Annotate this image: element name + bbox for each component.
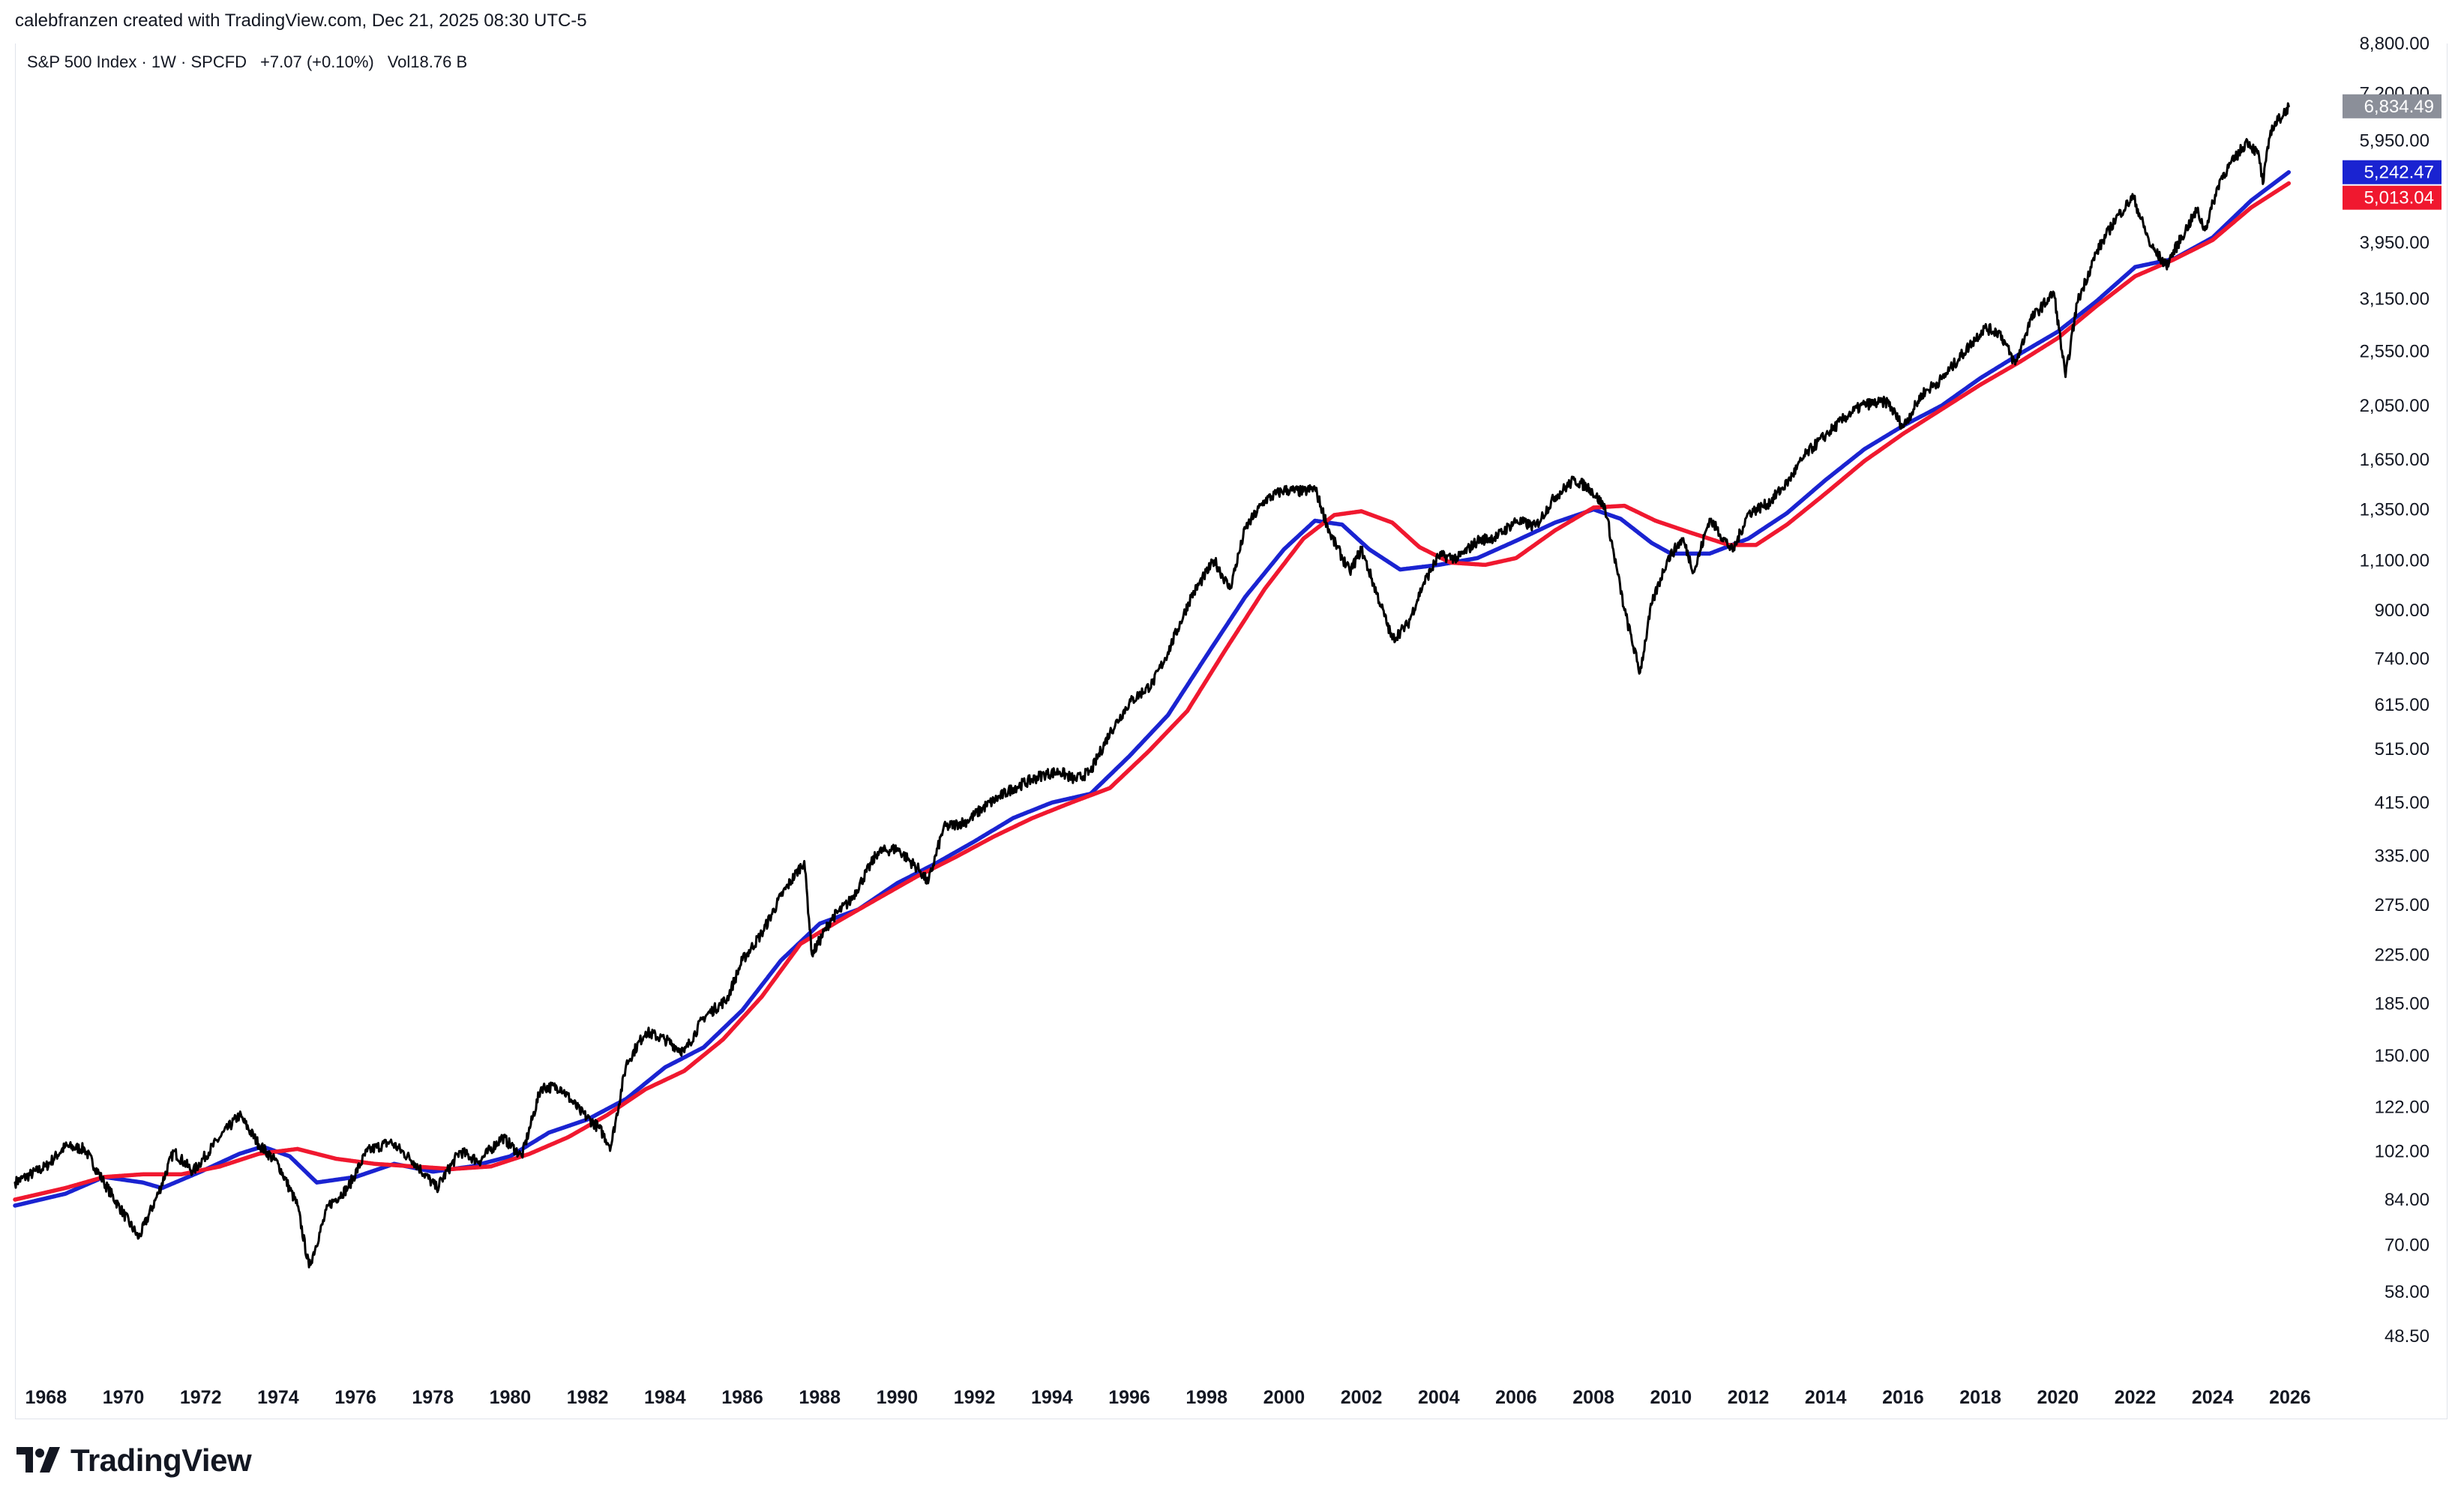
x-axis-tick-label: 1994: [1031, 1387, 1073, 1408]
x-axis-tick-label: 2022: [2115, 1387, 2157, 1408]
x-axis-tick-label: 1990: [877, 1387, 919, 1408]
tradingview-logo-text: TradingView: [70, 1443, 252, 1478]
y-axis-tick-label: 1,350.00: [2360, 499, 2430, 520]
x-axis-tick-label: 2012: [1728, 1387, 1770, 1408]
y-axis-tick-label: 1,650.00: [2360, 450, 2430, 470]
price-badge-background: [2343, 185, 2442, 210]
legend-change: +7.07 (+0.10%): [260, 52, 374, 71]
x-axis-tick-label: 2008: [1572, 1387, 1614, 1408]
y-axis-tick-label: 615.00: [2375, 695, 2430, 715]
chart-legend[interactable]: S&P 500 Index · 1W · SPCFD +7.07 (+0.10%…: [27, 52, 467, 72]
y-axis-tick-label: 70.00: [2385, 1236, 2430, 1256]
y-axis-tick-label: 84.00: [2385, 1190, 2430, 1210]
y-axis-tick-label: 48.50: [2385, 1326, 2430, 1347]
x-axis-tick-label: 1978: [412, 1387, 454, 1408]
x-axis-tick-label: 2016: [1882, 1387, 1924, 1408]
x-axis-tick-label: 2002: [1341, 1387, 1383, 1408]
x-axis-tick-label: 1988: [799, 1387, 841, 1408]
price-series-line[interactable]: [13, 102, 2290, 1269]
y-axis-tick-label: 150.00: [2375, 1046, 2430, 1066]
y-axis-tick-label: 275.00: [2375, 895, 2430, 915]
moving-average-red-line[interactable]: [13, 181, 2292, 1202]
tradingview-logo[interactable]: TradingView: [16, 1443, 252, 1479]
x-axis-tick-label: 2000: [1263, 1387, 1305, 1408]
y-axis-tick-label: 225.00: [2375, 945, 2430, 965]
legend-symbol[interactable]: S&P 500 Index · 1W · SPCFD: [27, 52, 247, 71]
x-axis-tick-label: 1998: [1186, 1387, 1228, 1408]
chart-frame: [15, 43, 2448, 1419]
y-axis-tick-label: 8,800.00: [2360, 34, 2430, 54]
x-axis-tick-label: 1984: [644, 1387, 686, 1408]
y-axis-tick-label: 415.00: [2375, 793, 2430, 813]
x-axis-tick-label: 1976: [334, 1387, 376, 1408]
x-axis-tick-label: 1968: [25, 1387, 67, 1408]
price-badge-background: [2343, 94, 2442, 118]
price-badge: 5,013.04: [2343, 185, 2442, 210]
x-axis-tick-label: 1986: [721, 1387, 763, 1408]
y-axis-tick-label: 740.00: [2375, 649, 2430, 670]
price-badge-label: 5,242.47: [2364, 163, 2434, 183]
x-axis-tick-label: 2006: [1495, 1387, 1537, 1408]
tradingview-logo-icon: [16, 1447, 60, 1473]
price-badge-label: 6,834.49: [2364, 97, 2434, 117]
x-axis-tick-label: 2014: [1805, 1387, 1847, 1408]
x-axis-tick-label: 1970: [103, 1387, 145, 1408]
x-axis-tick-label: 2024: [2192, 1387, 2234, 1408]
y-axis-tick-label: 122.00: [2375, 1097, 2430, 1117]
x-axis-tick-label: 1982: [567, 1387, 609, 1408]
y-axis-tick-label: 58.00: [2385, 1282, 2430, 1302]
y-axis-tick-label: 900.00: [2375, 601, 2430, 621]
x-axis-tick-label: 2020: [2037, 1387, 2079, 1408]
y-axis-tick-label: 2,050.00: [2360, 396, 2430, 416]
y-axis-tick-label: 3,950.00: [2360, 233, 2430, 253]
y-axis-tick-label: 2,550.00: [2360, 342, 2430, 362]
y-axis-tick-label: 335.00: [2375, 846, 2430, 867]
y-axis-tick-label: 185.00: [2375, 993, 2430, 1014]
price-badge-background: [2343, 160, 2442, 184]
x-axis-tick-label: 1974: [257, 1387, 299, 1408]
y-axis-tick-label: 515.00: [2375, 739, 2430, 759]
x-axis-tick-label: 1996: [1108, 1387, 1150, 1408]
x-axis-tick-label: 2026: [2269, 1387, 2311, 1408]
price-badge-label: 5,013.04: [2364, 188, 2434, 208]
legend-volume: Vol18.76 B: [387, 52, 468, 71]
price-badge: 5,242.47: [2343, 160, 2442, 184]
x-axis-tick-label: 1972: [180, 1387, 222, 1408]
y-axis-tick-label: 102.00: [2375, 1142, 2430, 1162]
chart-attribution: calebfranzen created with TradingView.co…: [15, 10, 587, 31]
moving-average-blue-line[interactable]: [13, 169, 2292, 1208]
x-axis-tick-label: 2018: [1959, 1387, 2001, 1408]
x-axis-tick-label: 2004: [1418, 1387, 1460, 1408]
x-axis-tick-label: 2010: [1650, 1387, 1692, 1408]
y-axis-tick-label: 5,950.00: [2360, 131, 2430, 151]
y-axis-tick-label: 3,150.00: [2360, 289, 2430, 310]
x-axis-tick-label: 1980: [490, 1387, 532, 1408]
x-axis-tick-label: 1992: [954, 1387, 996, 1408]
y-axis-tick-label: 1,100.00: [2360, 550, 2430, 571]
price-badge: 6,834.49: [2343, 94, 2442, 118]
